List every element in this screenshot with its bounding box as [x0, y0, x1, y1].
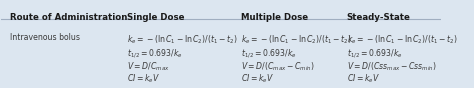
Text: $V = D/(C_{max} - C_{min})$: $V = D/(C_{max} - C_{min})$	[241, 60, 315, 73]
Text: Steady-State: Steady-State	[346, 12, 410, 22]
Text: $k_e = -(\ln C_1 - \ln C_2)/(t_1 - t_2)$: $k_e = -(\ln C_1 - \ln C_2)/(t_1 - t_2)$	[127, 33, 237, 46]
Text: $CI = k_e V$: $CI = k_e V$	[127, 73, 160, 85]
Text: Single Dose: Single Dose	[127, 12, 184, 22]
Text: $CI = k_e V$: $CI = k_e V$	[346, 73, 380, 85]
Text: $V = D/(Css_{max} - Css_{min})$: $V = D/(Css_{max} - Css_{min})$	[346, 60, 437, 73]
Text: $t_{1/2} = 0.693/k_e$: $t_{1/2} = 0.693/k_e$	[241, 48, 297, 60]
Text: $CI = k_e V$: $CI = k_e V$	[241, 73, 274, 85]
Text: $V = D/C_{max}$: $V = D/C_{max}$	[127, 60, 169, 73]
Text: $k_e = -(\ln C_1 - \ln C_2)/(t_1 - t_2)$: $k_e = -(\ln C_1 - \ln C_2)/(t_1 - t_2)$	[241, 33, 352, 46]
Text: $k_e = -(\ln C_1 - \ln C_2)/(t_1 - t_2)$: $k_e = -(\ln C_1 - \ln C_2)/(t_1 - t_2)$	[346, 33, 457, 46]
Text: $t_{1/2} = 0.693/k_e$: $t_{1/2} = 0.693/k_e$	[346, 48, 402, 60]
Text: $t_{1/2} = 0.693/k_e$: $t_{1/2} = 0.693/k_e$	[127, 48, 182, 60]
Text: Route of Administration: Route of Administration	[10, 12, 128, 22]
Text: Multiple Dose: Multiple Dose	[241, 12, 308, 22]
Text: Intravenous bolus: Intravenous bolus	[10, 33, 80, 42]
